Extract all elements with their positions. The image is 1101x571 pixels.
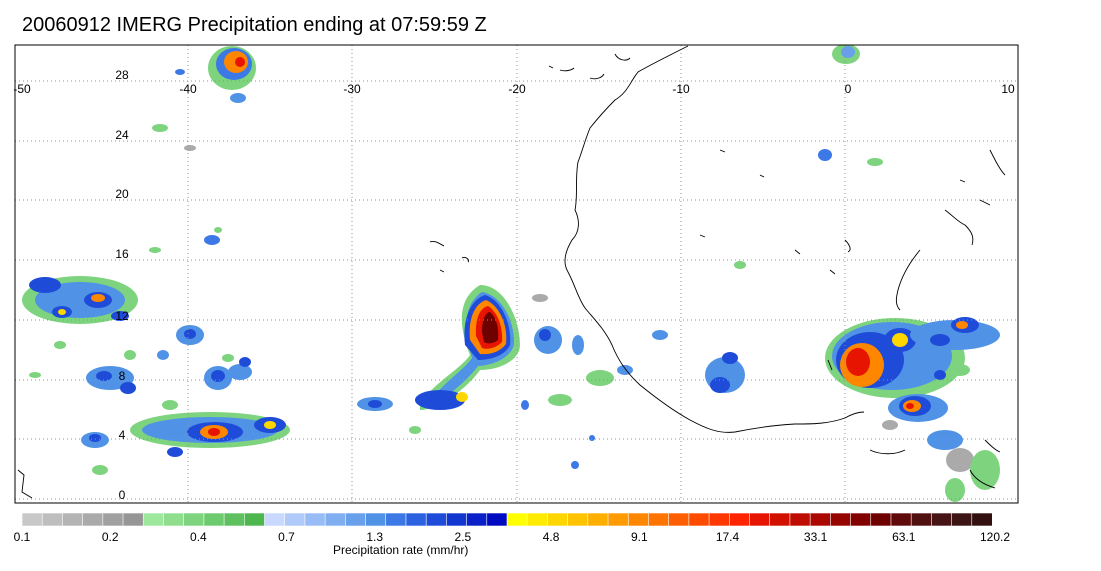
lon-label: -20 [508, 82, 526, 96]
latitude-labels: 28 24 20 16 12 8 4 0 [115, 68, 129, 502]
lon-label: -30 [343, 82, 361, 96]
colorbar-swatch [627, 512, 650, 527]
lat-label: 0 [119, 488, 126, 502]
precip-storm-central [357, 285, 584, 411]
precip-band-south-west [81, 412, 290, 457]
colorbar-swatch [951, 512, 973, 527]
colorbar-swatch [648, 512, 670, 527]
colorbar-swatch [850, 512, 872, 527]
colorbar-tick-label: 4.8 [543, 530, 560, 544]
colorbar-swatch [749, 512, 771, 527]
precipitation-field [22, 45, 1000, 502]
lat-label: 28 [115, 68, 129, 82]
colorbar-swatch [21, 512, 43, 527]
colorbar-swatch [587, 512, 609, 527]
colorbar-swatch [890, 512, 912, 527]
colorbar-swatch [870, 512, 892, 527]
lat-label: 12 [115, 309, 129, 323]
colorbar-swatch [668, 512, 690, 527]
colorbar-swatch [425, 512, 447, 527]
lon-label: -10 [672, 82, 690, 96]
colorbar-tick-label: 0.7 [278, 530, 295, 544]
colorbar-swatch [142, 512, 165, 527]
colorbar-swatch [82, 512, 104, 527]
lat-label: 8 [119, 369, 126, 383]
lon-label: -50 [13, 82, 31, 96]
colorbar-swatch [385, 512, 407, 527]
colorbar-title: Precipitation rate (mm/hr) [333, 543, 469, 557]
graticule [15, 45, 1018, 503]
lon-label: -40 [179, 82, 197, 96]
colorbar-tick-label: 0.2 [102, 530, 119, 544]
colorbar-tick-label: 63.1 [892, 530, 916, 544]
precip-cell-north-east [832, 45, 860, 64]
colorbar-tick-label: 120.2 [980, 530, 1010, 544]
colorbar-swatch [547, 512, 569, 527]
colorbar-swatch [183, 512, 205, 527]
colorbar-tick-label: 0.4 [190, 530, 207, 544]
colorbar-swatch [223, 512, 245, 527]
colorbar-swatch [830, 512, 852, 527]
colorbar-swatch [506, 512, 528, 527]
colorbar-swatch [324, 512, 346, 527]
colorbar-swatch [486, 512, 508, 527]
colorbar-tick-label: 2.5 [455, 530, 472, 544]
colorbar-tick-label: 17.4 [716, 530, 740, 544]
colorbar-swatch [567, 512, 589, 527]
colorbar-tick-label: 9.1 [631, 530, 648, 544]
colorbar-swatch [769, 512, 791, 527]
lon-label: 0 [845, 82, 852, 96]
colorbar-tick-label: 1.3 [366, 530, 383, 544]
colorbar-swatch [264, 512, 286, 527]
colorbar-swatch [931, 512, 953, 527]
colorbar-swatch [365, 512, 387, 527]
precip-cell-north-west [208, 46, 256, 103]
map-title: 20060912 IMERG Precipitation ending at 0… [22, 14, 487, 36]
colorbar-swatch [809, 512, 831, 527]
colorbar-swatch [345, 512, 367, 527]
colorbar-swatch [526, 512, 549, 527]
colorbar-swatch [708, 512, 730, 527]
colorbar-swatch [405, 512, 427, 527]
colorbar [21, 512, 993, 527]
colorbar-swatch [102, 512, 124, 527]
colorbar-swatch [41, 512, 64, 527]
colorbar-swatch [163, 512, 185, 527]
map-frame [14, 44, 1019, 504]
colorbar-tick-label: 33.1 [804, 530, 828, 544]
colorbar-swatch [789, 512, 811, 527]
lon-label: 10 [1001, 82, 1015, 96]
precip-cluster-mid-west [86, 325, 252, 410]
coastline [17, 45, 1006, 499]
lat-label: 4 [119, 428, 126, 442]
colorbar-swatch [203, 512, 225, 527]
lat-label: 20 [115, 187, 129, 201]
colorbar-swatch [910, 512, 932, 527]
colorbar-swatch [62, 512, 84, 527]
precip-cluster-east [825, 317, 1000, 422]
colorbar-swatch [466, 512, 488, 527]
colorbar-swatch [728, 512, 751, 527]
precip-cluster-west [22, 276, 138, 324]
longitude-labels: -50 -40 -30 -20 -10 0 10 [13, 82, 1015, 96]
precip-cells-coast [705, 352, 745, 393]
colorbar-labels: 0.1 0.2 0.4 0.7 1.3 2.5 4.8 9.1 17.4 33.1 63.1 120.… [14, 530, 1011, 544]
colorbar-swatch [446, 512, 468, 527]
colorbar-swatch [304, 512, 326, 527]
colorbar-swatch [122, 512, 144, 527]
lat-label: 24 [115, 128, 129, 142]
colorbar-tick-label: 0.1 [14, 530, 31, 544]
colorbar-swatch [284, 512, 306, 527]
colorbar-swatch [243, 512, 266, 527]
colorbar-swatch [607, 512, 629, 527]
colorbar-swatch [688, 512, 710, 527]
lat-label: 16 [115, 247, 129, 261]
colorbar-swatch [971, 512, 993, 527]
